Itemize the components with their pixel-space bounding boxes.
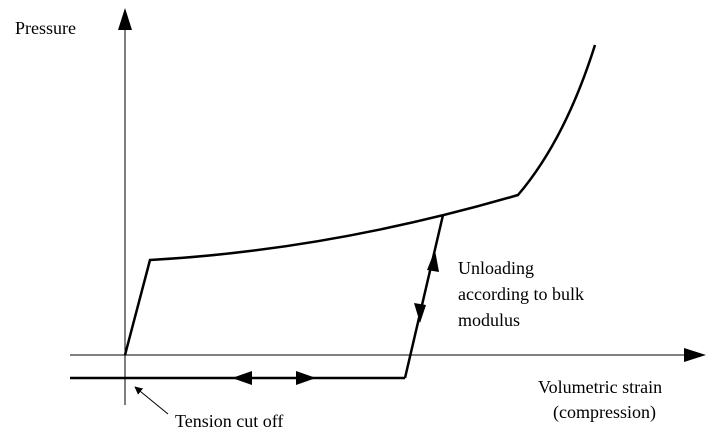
annotation: Tension cut off <box>175 411 283 431</box>
x-axis-label: Volumetric strain <box>538 377 662 397</box>
arrow-down <box>414 303 426 323</box>
annotation: Unloading <box>458 258 534 278</box>
tension-leader <box>134 386 169 415</box>
y-axis-arrow <box>118 8 132 30</box>
annotation: according to bulk <box>458 284 584 304</box>
x-axis-arrow <box>684 348 706 362</box>
arrow-left <box>232 371 252 385</box>
x-axis-label: (compression) <box>553 402 656 423</box>
unloading-line <box>403 214 445 379</box>
annotation: modulus <box>458 310 520 330</box>
arrow-up <box>427 250 439 272</box>
loading-curve <box>123 44 597 356</box>
y-axis-label: Pressure <box>15 18 76 38</box>
arrow-right <box>296 371 316 385</box>
